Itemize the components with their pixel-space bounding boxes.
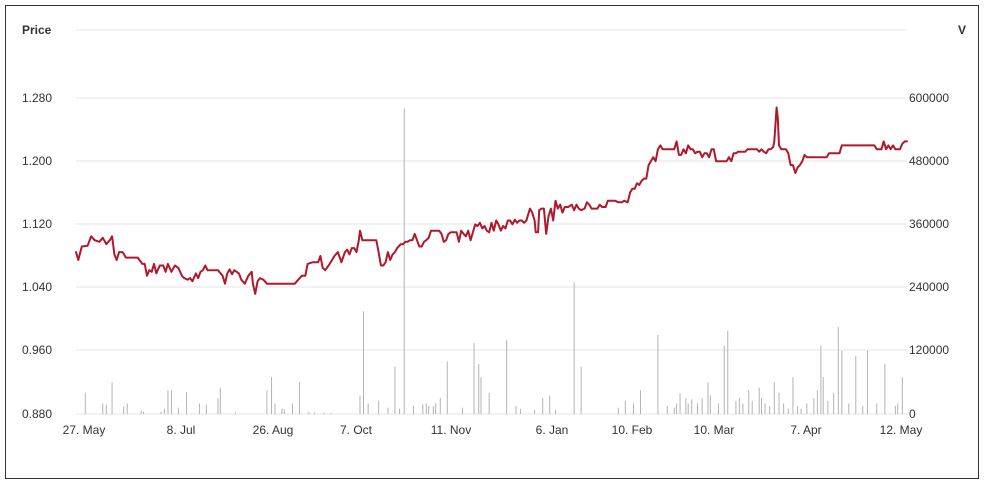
axis-labels: 0.880 0.960 1.040 1.120 1.200 1.280 0 120000 240… [22,23,966,437]
x-tick-label: 7. Oct [340,423,373,437]
price-line [75,106,908,295]
x-tick-label: 12. May [880,423,923,437]
grid-lines [76,29,907,415]
y-tick-label: 0.960 [22,343,52,357]
x-tick-label: 26. Aug [253,423,294,437]
volume-bars [84,108,903,414]
y2-tick-label: 480000 [909,154,949,168]
y2-tick-label: 0 [909,407,916,421]
x-tick-label: 27. May [63,423,106,437]
x-tick-label: 10. Mar [694,423,735,437]
y-tick-label: 0.880 [22,407,52,421]
x-tick-label: 6. Jan [536,423,569,437]
x-tick-label: 10. Feb [612,423,653,437]
chart-frame [5,5,979,479]
y2-axis-title: V [958,23,966,37]
y2-tick-label: 600000 [909,91,949,105]
y2-tick-label: 360000 [909,217,949,231]
y-tick-label: 1.120 [22,217,52,231]
x-tick-label: 11. Nov [431,423,471,437]
y-tick-label: 1.040 [22,280,52,294]
y-tick-label: 1.200 [22,154,52,168]
price-line-group [75,106,908,295]
y2-tick-label: 240000 [909,280,949,294]
y-tick-label: 1.280 [22,91,52,105]
x-tick-label: 7. Apr [790,423,821,437]
x-tick-label: 8. Jul [167,423,196,437]
y2-tick-label: 120000 [909,343,949,357]
y-axis-title: Price [22,23,52,37]
